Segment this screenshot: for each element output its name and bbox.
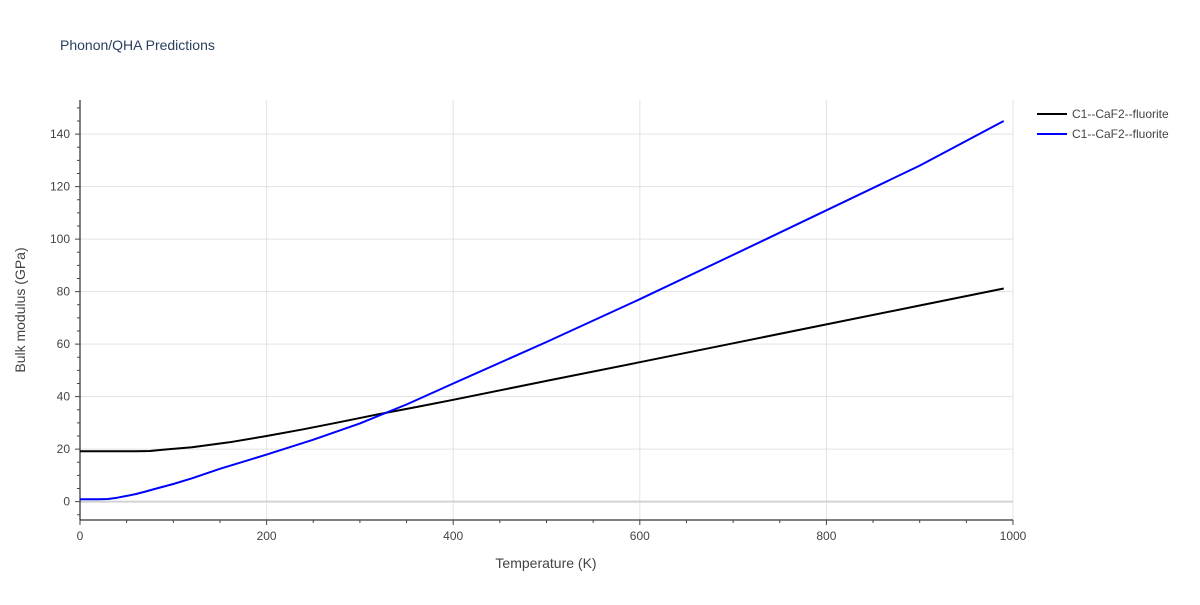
- gridlines: [80, 100, 1014, 520]
- y-tick-label: 60: [57, 337, 71, 351]
- legend-item-1[interactable]: C1--CaF2--fluorite: [1037, 107, 1169, 121]
- legend[interactable]: C1--CaF2--fluorite C1--CaF2--fluorite: [1037, 107, 1169, 141]
- y-tick-label: 0: [63, 495, 70, 509]
- y-tick-label: 80: [57, 285, 71, 299]
- axes: 0 200 400 600 800 1000 0 20 40 60 80 100 120 140: [50, 100, 1027, 543]
- legend-item-2[interactable]: C1--CaF2--fluorite: [1037, 127, 1169, 141]
- y-tick-label: 40: [57, 390, 71, 404]
- x-tick-label: 1000: [1000, 529, 1027, 543]
- series-lines: [80, 120, 1005, 501]
- y-tick-label: 120: [50, 180, 70, 194]
- y-tick-label: 100: [50, 232, 70, 246]
- y-tick-label: 140: [50, 127, 70, 141]
- x-tick-label: 200: [257, 529, 277, 543]
- y-axis-title: Bulk modulus (GPa): [12, 247, 28, 372]
- series-line-1: [80, 287, 1004, 453]
- x-tick-label: 0: [77, 529, 84, 543]
- x-tick-label: 800: [816, 529, 836, 543]
- series-line-2: [80, 120, 1005, 501]
- legend-label: C1--CaF2--fluorite: [1072, 127, 1169, 141]
- x-tick-label: 600: [630, 529, 650, 543]
- legend-label: C1--CaF2--fluorite: [1072, 107, 1169, 121]
- chart-title: Phonon/QHA Predictions: [60, 37, 215, 53]
- y-tick-label: 20: [57, 442, 71, 456]
- x-tick-label: 400: [443, 529, 463, 543]
- x-axis-title: Temperature (K): [495, 555, 596, 571]
